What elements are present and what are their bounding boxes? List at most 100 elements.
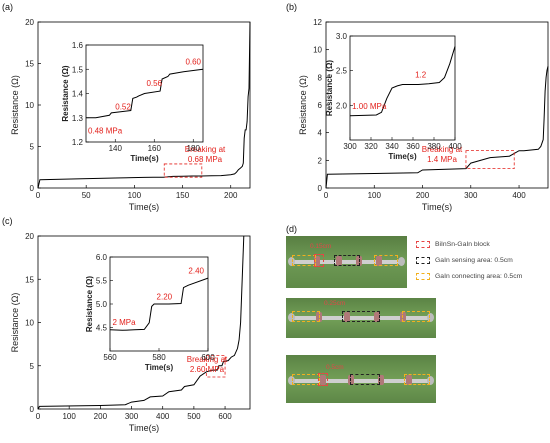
- x-axis-label: Time(s): [129, 423, 159, 433]
- legend-swatch-sensing: [416, 257, 430, 264]
- y-tick-label: 0: [318, 184, 323, 193]
- x-tick-label: 400: [512, 191, 526, 200]
- inset-x-tick-label: 560: [103, 353, 117, 362]
- inset-x-tick-label: 340: [385, 142, 399, 151]
- y-axis-label: Resistance (Ω): [10, 293, 20, 353]
- legend-item: BiInSn-GaIn block: [416, 238, 548, 251]
- inset-pressure-label: 0.48 MPa: [88, 127, 123, 136]
- sample-photo-3: 0.5cm: [286, 355, 436, 403]
- photo-label-2: 0.25cm: [324, 300, 346, 307]
- x-tick-label: 400: [156, 412, 170, 421]
- series-line: [325, 66, 549, 189]
- x-tick-label: 600: [218, 412, 232, 421]
- inset-y-tick-label: 1.2: [72, 138, 84, 147]
- inset-pressure-label: 1.2: [415, 71, 427, 80]
- legend-item: GaIn connecting area: 0.5cm: [416, 270, 548, 283]
- inset-y-tick-label: 1.6: [72, 41, 84, 50]
- inset-frame: [349, 35, 456, 141]
- panel-a: (a) 0 50 100 150 200 0 5 10 15 20 Time(s) Resistance…: [2, 2, 251, 212]
- breaking-annotation: Breaking at 1.4 MPa: [422, 145, 463, 164]
- x-tick-label: 100: [368, 191, 382, 200]
- x-tick-label: 200: [224, 191, 238, 200]
- inset-x-tick-label: 180: [187, 144, 201, 153]
- series-line: [37, 21, 251, 189]
- photo-label-1: 0.15cm: [310, 243, 332, 250]
- y-tick-label: 0: [30, 184, 35, 193]
- series-line: [37, 235, 245, 410]
- inset-x-tick-label: 140: [109, 144, 123, 153]
- inset-pressure-label: 2 MPa: [112, 318, 136, 327]
- inset-x-tick-label: 380: [427, 142, 441, 151]
- inset-x-tick-label: 320: [364, 142, 378, 151]
- x-tick-label: 100: [62, 412, 76, 421]
- panel-label: (c): [2, 216, 13, 226]
- y-tick-label: 5: [30, 362, 35, 371]
- panel-label: (b): [286, 2, 297, 12]
- x-tick-label: 0: [324, 191, 329, 200]
- legend-label: BiInSn-GaIn block: [435, 241, 490, 248]
- y-tick-label: 10: [25, 101, 34, 110]
- y-axis-label: Resistance (Ω): [298, 75, 308, 135]
- inset-y-tick-label: 5.0: [96, 300, 108, 309]
- y-tick-label: 20: [25, 232, 34, 241]
- inset-pressure-label: 0.60: [185, 57, 201, 66]
- x-axis-label: Time(s): [422, 202, 452, 212]
- x-tick-label: 150: [176, 191, 190, 200]
- sample-photo-2: 0.25cm: [286, 298, 436, 338]
- legend-label: GaIn connecting area: 0.5cm: [435, 273, 523, 280]
- inset-pressure-label: 0.56: [146, 79, 162, 88]
- panel-d-label: (d): [286, 224, 297, 234]
- inset-x-tick-label: 160: [148, 144, 162, 153]
- legend-item: GaIn sensing area: 0.5cm: [416, 254, 548, 267]
- inset-x-tick-label: 580: [152, 353, 166, 362]
- y-tick-label: 4: [318, 129, 323, 138]
- inset-x-axis-label: Time(s): [145, 363, 174, 372]
- breaking-annotation: Breaking at 2.60 MPa: [187, 355, 228, 374]
- x-tick-label: 200: [416, 191, 430, 200]
- panel-b: (b) 0 100 200 300 400 0 2 4 6 8 10 12 Time(s) Resistan…: [286, 2, 549, 212]
- inset-x-tick-label: 400: [448, 142, 462, 151]
- inset-y-tick-label: 1.3: [72, 114, 84, 123]
- y-tick-label: 20: [25, 18, 34, 27]
- x-tick-label: 300: [464, 191, 478, 200]
- inset-x-axis-label: Time(s): [130, 154, 159, 163]
- y-tick-label: 0: [30, 405, 35, 414]
- inset-series-line: [349, 46, 456, 117]
- inset-y-tick-label: 1.5: [72, 65, 84, 74]
- x-tick-label: 200: [94, 412, 108, 421]
- panel-c: (c) 0 100 200 300 400 500 600 0 5 10 15 20 Time(s) Res…: [2, 216, 251, 433]
- y-tick-label: 6: [318, 101, 323, 110]
- inset-y-tick-label: 4.5: [96, 324, 108, 333]
- inset-y-axis-label: Resistance (Ω): [61, 65, 70, 122]
- y-tick-label: 15: [25, 60, 34, 69]
- legend-swatch-block: [416, 241, 430, 248]
- zoom-region: [163, 163, 203, 178]
- x-tick-label: 0: [36, 412, 41, 421]
- panel-label: (a): [2, 2, 13, 12]
- inset-pressure-label: 0.52: [115, 102, 131, 111]
- y-tick-label: 8: [318, 73, 323, 82]
- inset-y-tick-label: 2.0: [336, 101, 348, 110]
- y-tick-label: 2: [318, 156, 323, 165]
- inset-series-line: [86, 68, 204, 119]
- inset-y-tick-label: 3.0: [336, 32, 348, 41]
- inset-y-axis-label: Resistance (Ω): [85, 276, 94, 333]
- x-axis-label: Time(s): [129, 202, 159, 212]
- inset-y-axis-label: Resistance (Ω): [325, 60, 334, 117]
- photo-label-3: 0.5cm: [326, 364, 344, 371]
- inset-pressure-label: 2.20: [157, 292, 173, 301]
- inset-y-tick-label: 5.5: [96, 277, 108, 286]
- photo-legend: BiInSn-GaIn block GaIn sensing area: 0.5…: [416, 238, 548, 286]
- inset-x-tick-label: 360: [406, 142, 420, 151]
- x-tick-label: 0: [36, 191, 41, 200]
- inset-y-tick-label: 6.0: [96, 253, 108, 262]
- inset-x-tick-label: 300: [343, 142, 357, 151]
- inset-x-tick-label: 600: [201, 353, 215, 362]
- x-tick-label: 100: [128, 191, 142, 200]
- y-tick-label: 10: [25, 319, 34, 328]
- breaking-annotation: Breaking at 0.68 MPa: [185, 145, 226, 164]
- x-tick-label: 500: [187, 412, 201, 421]
- inset-series-line: [109, 277, 209, 331]
- y-axis-label: Resistance (Ω): [10, 75, 20, 135]
